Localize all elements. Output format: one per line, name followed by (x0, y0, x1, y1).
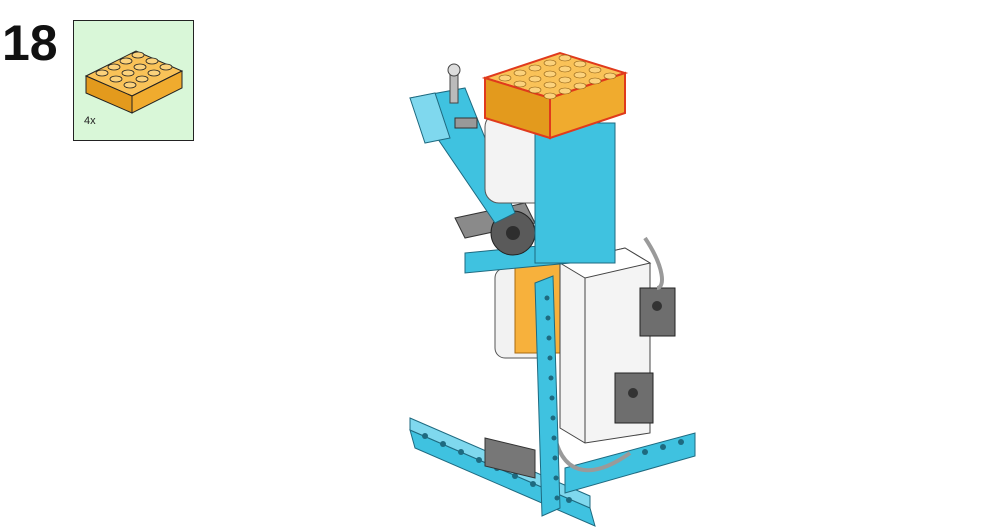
front-vertical-beam (534, 275, 561, 517)
body-frame (534, 122, 616, 264)
step-number: 18 (2, 15, 58, 71)
sensor-cable (643, 236, 664, 290)
distance-sensor (614, 372, 654, 424)
orange-brick-stack-new (481, 51, 629, 140)
model-illustration (409, 51, 696, 527)
base-connector (484, 437, 536, 479)
orange-brick-icon (84, 50, 184, 114)
motor-cable (553, 437, 632, 473)
parts-callout: 4x (73, 20, 194, 141)
color-sensor (639, 287, 676, 337)
part-quantity: 4x (84, 115, 96, 127)
